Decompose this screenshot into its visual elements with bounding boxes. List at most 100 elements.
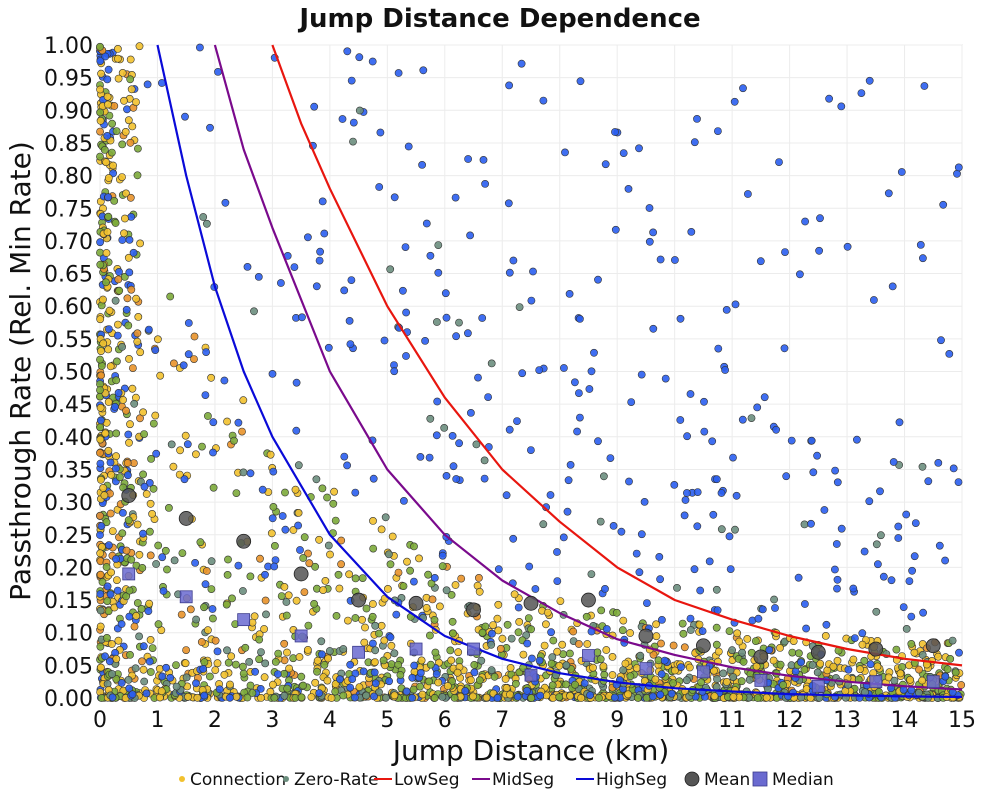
scatter-point-2327 bbox=[754, 614, 763, 623]
scatter-point-2261 bbox=[877, 531, 885, 540]
scatter-point-1412 bbox=[230, 436, 238, 445]
scatter-point-1271 bbox=[207, 585, 216, 593]
scatter-point-365 bbox=[96, 642, 105, 651]
scatter-point-2645 bbox=[780, 344, 789, 353]
scatter-point-673 bbox=[326, 550, 334, 559]
scatter-point-2257 bbox=[238, 587, 247, 595]
scatter-point-741 bbox=[231, 660, 240, 669]
scatter-point-2610 bbox=[687, 227, 696, 236]
scatter-point-2169 bbox=[453, 668, 462, 677]
mean-marker-12 bbox=[810, 644, 826, 660]
scatter-point-1887 bbox=[331, 680, 340, 688]
scatter-point-2343 bbox=[954, 478, 963, 486]
scatter-point-2372 bbox=[113, 586, 122, 595]
scatter-point-2460 bbox=[802, 624, 810, 633]
scatter-point-2587 bbox=[426, 251, 435, 260]
scatter-point-2206 bbox=[683, 432, 691, 441]
scatter-point-1312 bbox=[507, 634, 516, 643]
scatter-point-756 bbox=[169, 462, 178, 471]
scatter-point-2565 bbox=[870, 296, 878, 304]
scatter-point-2136 bbox=[434, 678, 443, 687]
scatter-point-1516 bbox=[200, 603, 208, 612]
scatter-point-2221 bbox=[145, 478, 154, 487]
scatter-point-1378 bbox=[257, 648, 265, 656]
scatter-point-540 bbox=[146, 636, 155, 644]
scatter-point-2258 bbox=[539, 520, 548, 529]
scatter-point-2631 bbox=[340, 286, 349, 295]
scatter-point-364 bbox=[127, 85, 136, 94]
scatter-point-2488 bbox=[200, 691, 209, 700]
scatter-point-571 bbox=[524, 614, 533, 622]
scatter-point-2491 bbox=[399, 496, 408, 505]
scatter-point-362 bbox=[125, 354, 133, 363]
scatter-point-368 bbox=[96, 108, 104, 117]
scatter-point-1389 bbox=[213, 659, 222, 668]
scatter-point-448 bbox=[602, 646, 611, 654]
scatter-point-411 bbox=[96, 570, 105, 579]
scatter-point-2638 bbox=[714, 127, 722, 136]
scatter-point-2132 bbox=[402, 687, 411, 696]
scatter-point-399 bbox=[105, 325, 113, 333]
scatter-point-2583 bbox=[561, 148, 569, 157]
scatter-point-721 bbox=[337, 536, 346, 545]
scatter-point-1902 bbox=[323, 676, 332, 685]
scatter-point-660 bbox=[582, 612, 591, 621]
scatter-point-1068 bbox=[553, 647, 562, 656]
scatter-point-1237 bbox=[957, 681, 966, 689]
scatter-point-1405 bbox=[477, 656, 486, 665]
scatter-point-2338 bbox=[596, 517, 605, 526]
scatter-point-2394 bbox=[807, 436, 816, 445]
legend-swatch-5 bbox=[684, 771, 700, 787]
scatter-point-2264 bbox=[935, 541, 944, 550]
scatter-point-419 bbox=[104, 446, 113, 455]
scatter-point-263 bbox=[136, 414, 144, 423]
scatter-point-2180 bbox=[159, 587, 168, 595]
scatter-point-2569 bbox=[937, 336, 945, 345]
scatter-point-2310 bbox=[606, 454, 615, 462]
scatter-point-733 bbox=[575, 640, 583, 648]
scatter-point-2570 bbox=[843, 242, 852, 251]
scatter-point-418 bbox=[123, 294, 132, 303]
scatter-point-409 bbox=[133, 520, 142, 529]
scatter-point-2554 bbox=[693, 115, 701, 123]
scatter-point-1496 bbox=[685, 663, 694, 672]
scatter-point-2398 bbox=[686, 626, 695, 634]
scatter-point-969 bbox=[209, 483, 218, 492]
scatter-point-2447 bbox=[911, 519, 920, 527]
scatter-point-2599 bbox=[513, 417, 521, 425]
scatter-point-820 bbox=[137, 605, 146, 613]
scatter-point-2435 bbox=[202, 348, 210, 356]
scatter-point-2380 bbox=[425, 453, 434, 462]
scatter-point-1374 bbox=[239, 669, 248, 678]
scatter-point-2317 bbox=[670, 480, 679, 489]
scatter-point-1945 bbox=[466, 676, 475, 684]
scatter-point-770 bbox=[388, 532, 397, 541]
scatter-point-390 bbox=[103, 92, 112, 101]
scatter-point-900 bbox=[190, 332, 199, 341]
scatter-point-2295 bbox=[268, 369, 277, 378]
scatter-point-2129 bbox=[829, 662, 838, 671]
scatter-point-2321 bbox=[515, 303, 524, 311]
scatter-point-852 bbox=[351, 574, 360, 583]
scatter-point-2253 bbox=[349, 118, 358, 127]
scatter-point-2304 bbox=[667, 689, 676, 698]
scatter-point-1085 bbox=[498, 634, 507, 643]
scatter-point-196 bbox=[118, 69, 127, 77]
scatter-point-388 bbox=[96, 435, 105, 444]
scatter-point-2458 bbox=[152, 449, 161, 458]
scatter-point-1236 bbox=[142, 490, 151, 498]
scatter-point-2643 bbox=[876, 487, 884, 496]
scatter-point-629 bbox=[649, 650, 658, 659]
scatter-point-848 bbox=[892, 645, 901, 654]
scatter-point-2262 bbox=[487, 629, 496, 638]
scatter-point-2537 bbox=[209, 418, 218, 427]
scatter-point-1004 bbox=[130, 399, 139, 408]
scatter-point-2033 bbox=[634, 694, 642, 702]
scatter-point-2404 bbox=[915, 688, 923, 697]
scatter-point-2360 bbox=[390, 649, 399, 658]
chart-title: Jump Distance Dependence bbox=[297, 4, 700, 34]
scatter-point-38 bbox=[118, 236, 127, 244]
scatter-point-2586 bbox=[635, 144, 643, 153]
scatter-point-367 bbox=[106, 362, 115, 371]
scatter-point-2620 bbox=[649, 228, 657, 237]
